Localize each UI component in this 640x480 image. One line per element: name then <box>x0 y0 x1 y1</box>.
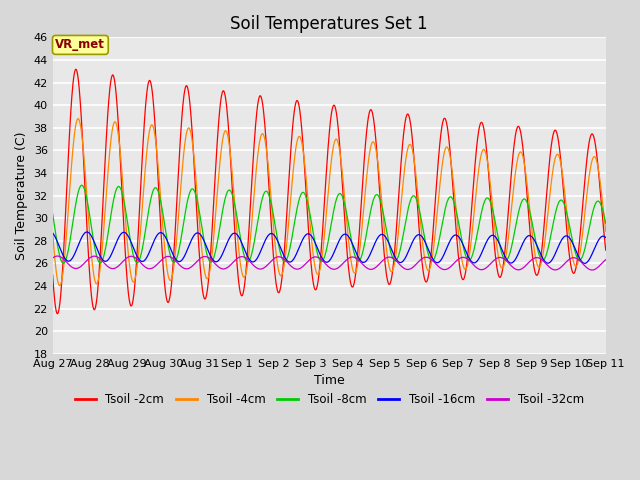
Tsoil -8cm <box>602 220 609 226</box>
Tsoil -32cm <box>54 253 61 259</box>
Tsoil -2cm <box>92 300 100 306</box>
Tsoil -32cm <box>92 253 100 259</box>
Tsoil -16cm <box>49 230 56 236</box>
Tsoil -32cm <box>602 257 609 263</box>
Tsoil -4cm <box>115 135 122 141</box>
Tsoil -32cm <box>305 257 313 263</box>
Tsoil -8cm <box>364 221 372 227</box>
Tsoil -16cm <box>295 245 303 251</box>
Tsoil -16cm <box>83 229 91 235</box>
Tsoil -32cm <box>295 266 303 272</box>
Tsoil -32cm <box>364 265 372 271</box>
Line: Tsoil -16cm: Tsoil -16cm <box>52 232 605 264</box>
Tsoil -2cm <box>296 106 303 111</box>
Tsoil -32cm <box>49 255 56 261</box>
Tsoil -2cm <box>364 116 372 121</box>
Tsoil -2cm <box>115 127 122 133</box>
Tsoil -16cm <box>602 235 609 240</box>
Tsoil -2cm <box>49 272 56 278</box>
Text: VR_met: VR_met <box>56 38 106 51</box>
Tsoil -4cm <box>602 228 609 234</box>
Tsoil -2cm <box>602 247 609 253</box>
Tsoil -4cm <box>306 214 314 219</box>
X-axis label: Time: Time <box>314 374 344 387</box>
Title: Soil Temperatures Set 1: Soil Temperatures Set 1 <box>230 15 428 33</box>
Tsoil -4cm <box>284 227 292 232</box>
Tsoil -2cm <box>306 241 314 247</box>
Tsoil -2cm <box>72 66 80 72</box>
Tsoil -8cm <box>49 211 56 217</box>
Tsoil -8cm <box>115 183 122 189</box>
Tsoil -4cm <box>296 133 303 139</box>
Tsoil -32cm <box>284 260 292 265</box>
Tsoil -2cm <box>284 190 292 196</box>
Line: Tsoil -2cm: Tsoil -2cm <box>52 69 605 314</box>
Tsoil -4cm <box>92 281 100 287</box>
Tsoil -4cm <box>74 116 82 121</box>
Tsoil -4cm <box>364 160 372 166</box>
Tsoil -8cm <box>78 182 86 188</box>
Tsoil -16cm <box>305 231 313 237</box>
Line: Tsoil -8cm: Tsoil -8cm <box>52 185 605 263</box>
Tsoil -8cm <box>60 260 67 266</box>
Tsoil -16cm <box>284 258 292 264</box>
Tsoil -2cm <box>54 311 61 317</box>
Tsoil -16cm <box>364 256 372 262</box>
Tsoil -8cm <box>92 252 100 257</box>
Tsoil -16cm <box>581 261 589 266</box>
Tsoil -4cm <box>56 283 63 288</box>
Tsoil -8cm <box>296 195 303 201</box>
Tsoil -16cm <box>92 243 100 249</box>
Tsoil -8cm <box>306 208 314 214</box>
Line: Tsoil -4cm: Tsoil -4cm <box>52 119 605 286</box>
Tsoil -32cm <box>115 263 122 269</box>
Tsoil -8cm <box>284 252 292 258</box>
Tsoil -4cm <box>49 229 56 235</box>
Tsoil -32cm <box>588 267 596 273</box>
Legend: Tsoil -2cm, Tsoil -4cm, Tsoil -8cm, Tsoil -16cm, Tsoil -32cm: Tsoil -2cm, Tsoil -4cm, Tsoil -8cm, Tsoi… <box>70 389 589 411</box>
Y-axis label: Soil Temperature (C): Soil Temperature (C) <box>15 132 28 260</box>
Tsoil -16cm <box>115 235 122 241</box>
Line: Tsoil -32cm: Tsoil -32cm <box>52 256 605 270</box>
